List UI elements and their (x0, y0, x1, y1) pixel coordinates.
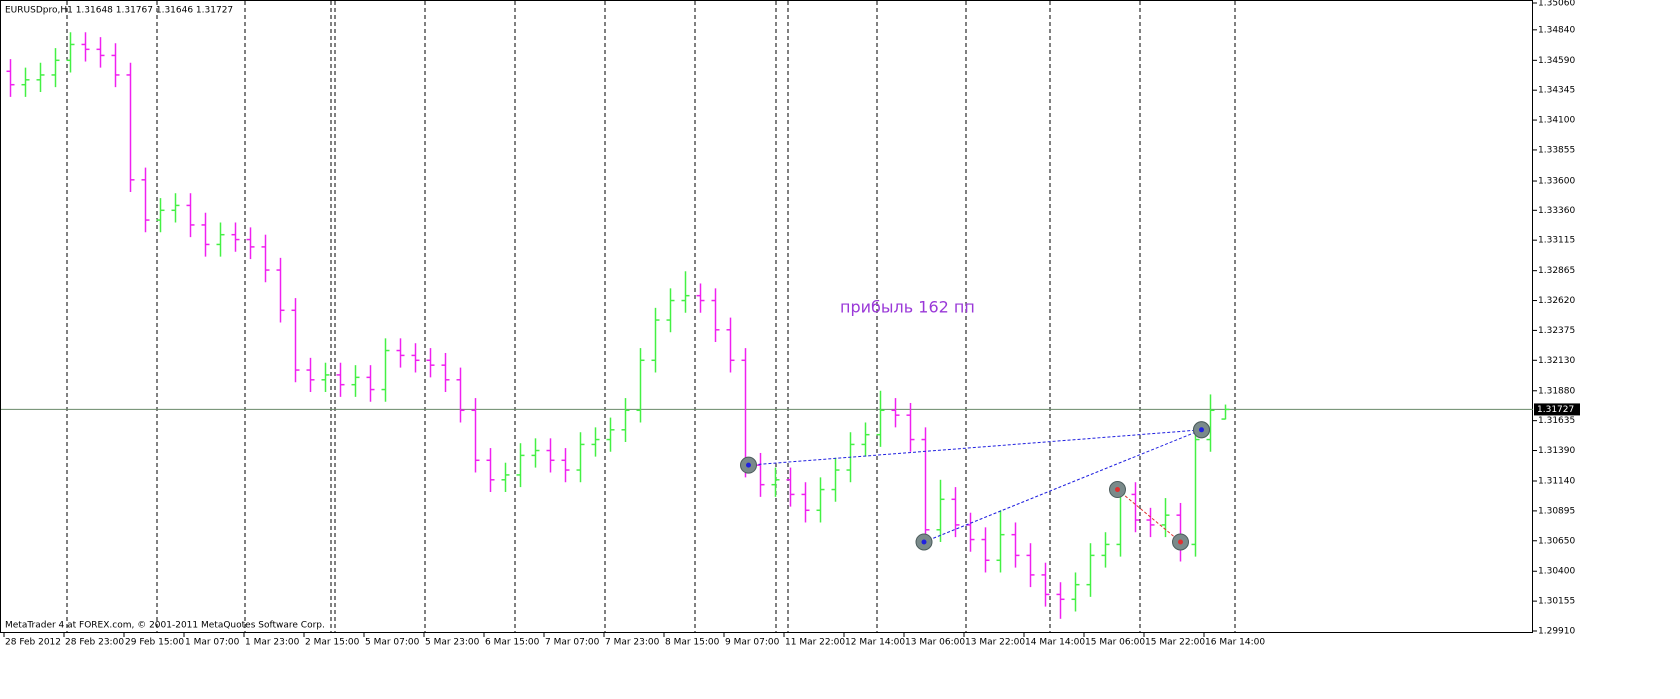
y-tick-label: 1.32865 (1538, 266, 1575, 276)
x-tick-label: 1 Mar 07:00 (185, 638, 240, 648)
trade-marker-dot (1178, 539, 1183, 545)
y-tick-label: 1.33600 (1538, 177, 1575, 187)
price-label-box (1534, 403, 1580, 416)
y-tick-label: 1.33115 (1538, 236, 1575, 246)
x-tick-label: 28 Feb 23:00 (65, 638, 124, 648)
y-tick-label: 1.33855 (1538, 145, 1575, 155)
x-tick-label: 2 Mar 15:00 (305, 638, 360, 648)
y-tick-label: 1.29910 (1538, 627, 1575, 637)
separators (66, 1, 1236, 632)
annotation: прибыль 162 пп (840, 298, 975, 317)
y-tick-label: 1.30650 (1538, 536, 1575, 546)
trade-marker-dot (1199, 427, 1204, 433)
y-tick-label: 1.34590 (1538, 56, 1575, 66)
x-tick-label: 5 Mar 07:00 (365, 638, 420, 648)
trade-marker-dot (746, 462, 751, 468)
x-tick-label: 6 Mar 15:00 (485, 638, 540, 648)
plot-frame (0, 0, 1533, 633)
x-tick-label: 12 Mar 14:00 (845, 638, 905, 648)
y-tick-label: 1.31390 (1538, 446, 1575, 456)
y-tick-label: 1.30895 (1538, 506, 1575, 516)
x-tick-label: 7 Mar 07:00 (545, 638, 600, 648)
trade-line (1117, 489, 1181, 543)
y-tick-label: 1.32375 (1538, 326, 1575, 336)
x-tick-label: 5 Mar 23:00 (425, 638, 480, 648)
y-tick-label: 1.32130 (1538, 356, 1575, 366)
footer: MetaTrader 4 at FOREX.com, © 2001-2011 M… (5, 621, 325, 631)
x-tick-label: 15 Mar 22:00 (1145, 638, 1205, 648)
y-tick-label: 1.34345 (1538, 86, 1575, 96)
price-label: 1.31727 (1537, 405, 1574, 415)
x-tick-label: 1 Mar 23:00 (245, 638, 300, 648)
chart-header: EURUSDpro,H1 1.31648 1.31767 1.31646 1.3… (5, 6, 233, 16)
trade-marker-dot (921, 539, 927, 545)
y-tick-label: 1.30400 (1538, 567, 1575, 577)
x-tick-label: 29 Feb 15:00 (125, 638, 184, 648)
y-tick-label: 1.31140 (1538, 477, 1575, 487)
x-tick-label: 16 Mar 14:00 (1205, 638, 1265, 648)
y-tick-label: 1.32620 (1538, 296, 1575, 306)
x-tick-label: 13 Mar 22:00 (965, 638, 1025, 648)
x-tick-label: 7 Mar 23:00 (605, 638, 660, 648)
y-tick-label: 1.31880 (1538, 386, 1575, 396)
x-tick-label: 11 Mar 22:00 (785, 638, 845, 648)
trade-marker-dot (1115, 487, 1120, 493)
y-tick-label: 1.30155 (1538, 597, 1575, 607)
x-tick-label: 15 Mar 06:00 (1085, 638, 1145, 648)
y-tick-label: 1.31635 (1538, 416, 1575, 426)
y-tick-label: 1.33360 (1538, 206, 1575, 216)
y-tick-label: 1.34100 (1538, 116, 1575, 126)
trade-line (748, 429, 1202, 466)
y-tick-label: 1.34840 (1538, 25, 1575, 35)
x-tick-label: 9 Mar 07:00 (725, 638, 780, 648)
x-tick-label: 14 Mar 14:00 (1025, 638, 1085, 648)
x-tick-label: 13 Mar 06:00 (905, 638, 965, 648)
y-tick-label: 1.35060 (1538, 0, 1575, 9)
x-tick-label: 8 Mar 15:00 (665, 638, 720, 648)
x-tick-label: 28 Feb 2012 (5, 638, 61, 648)
